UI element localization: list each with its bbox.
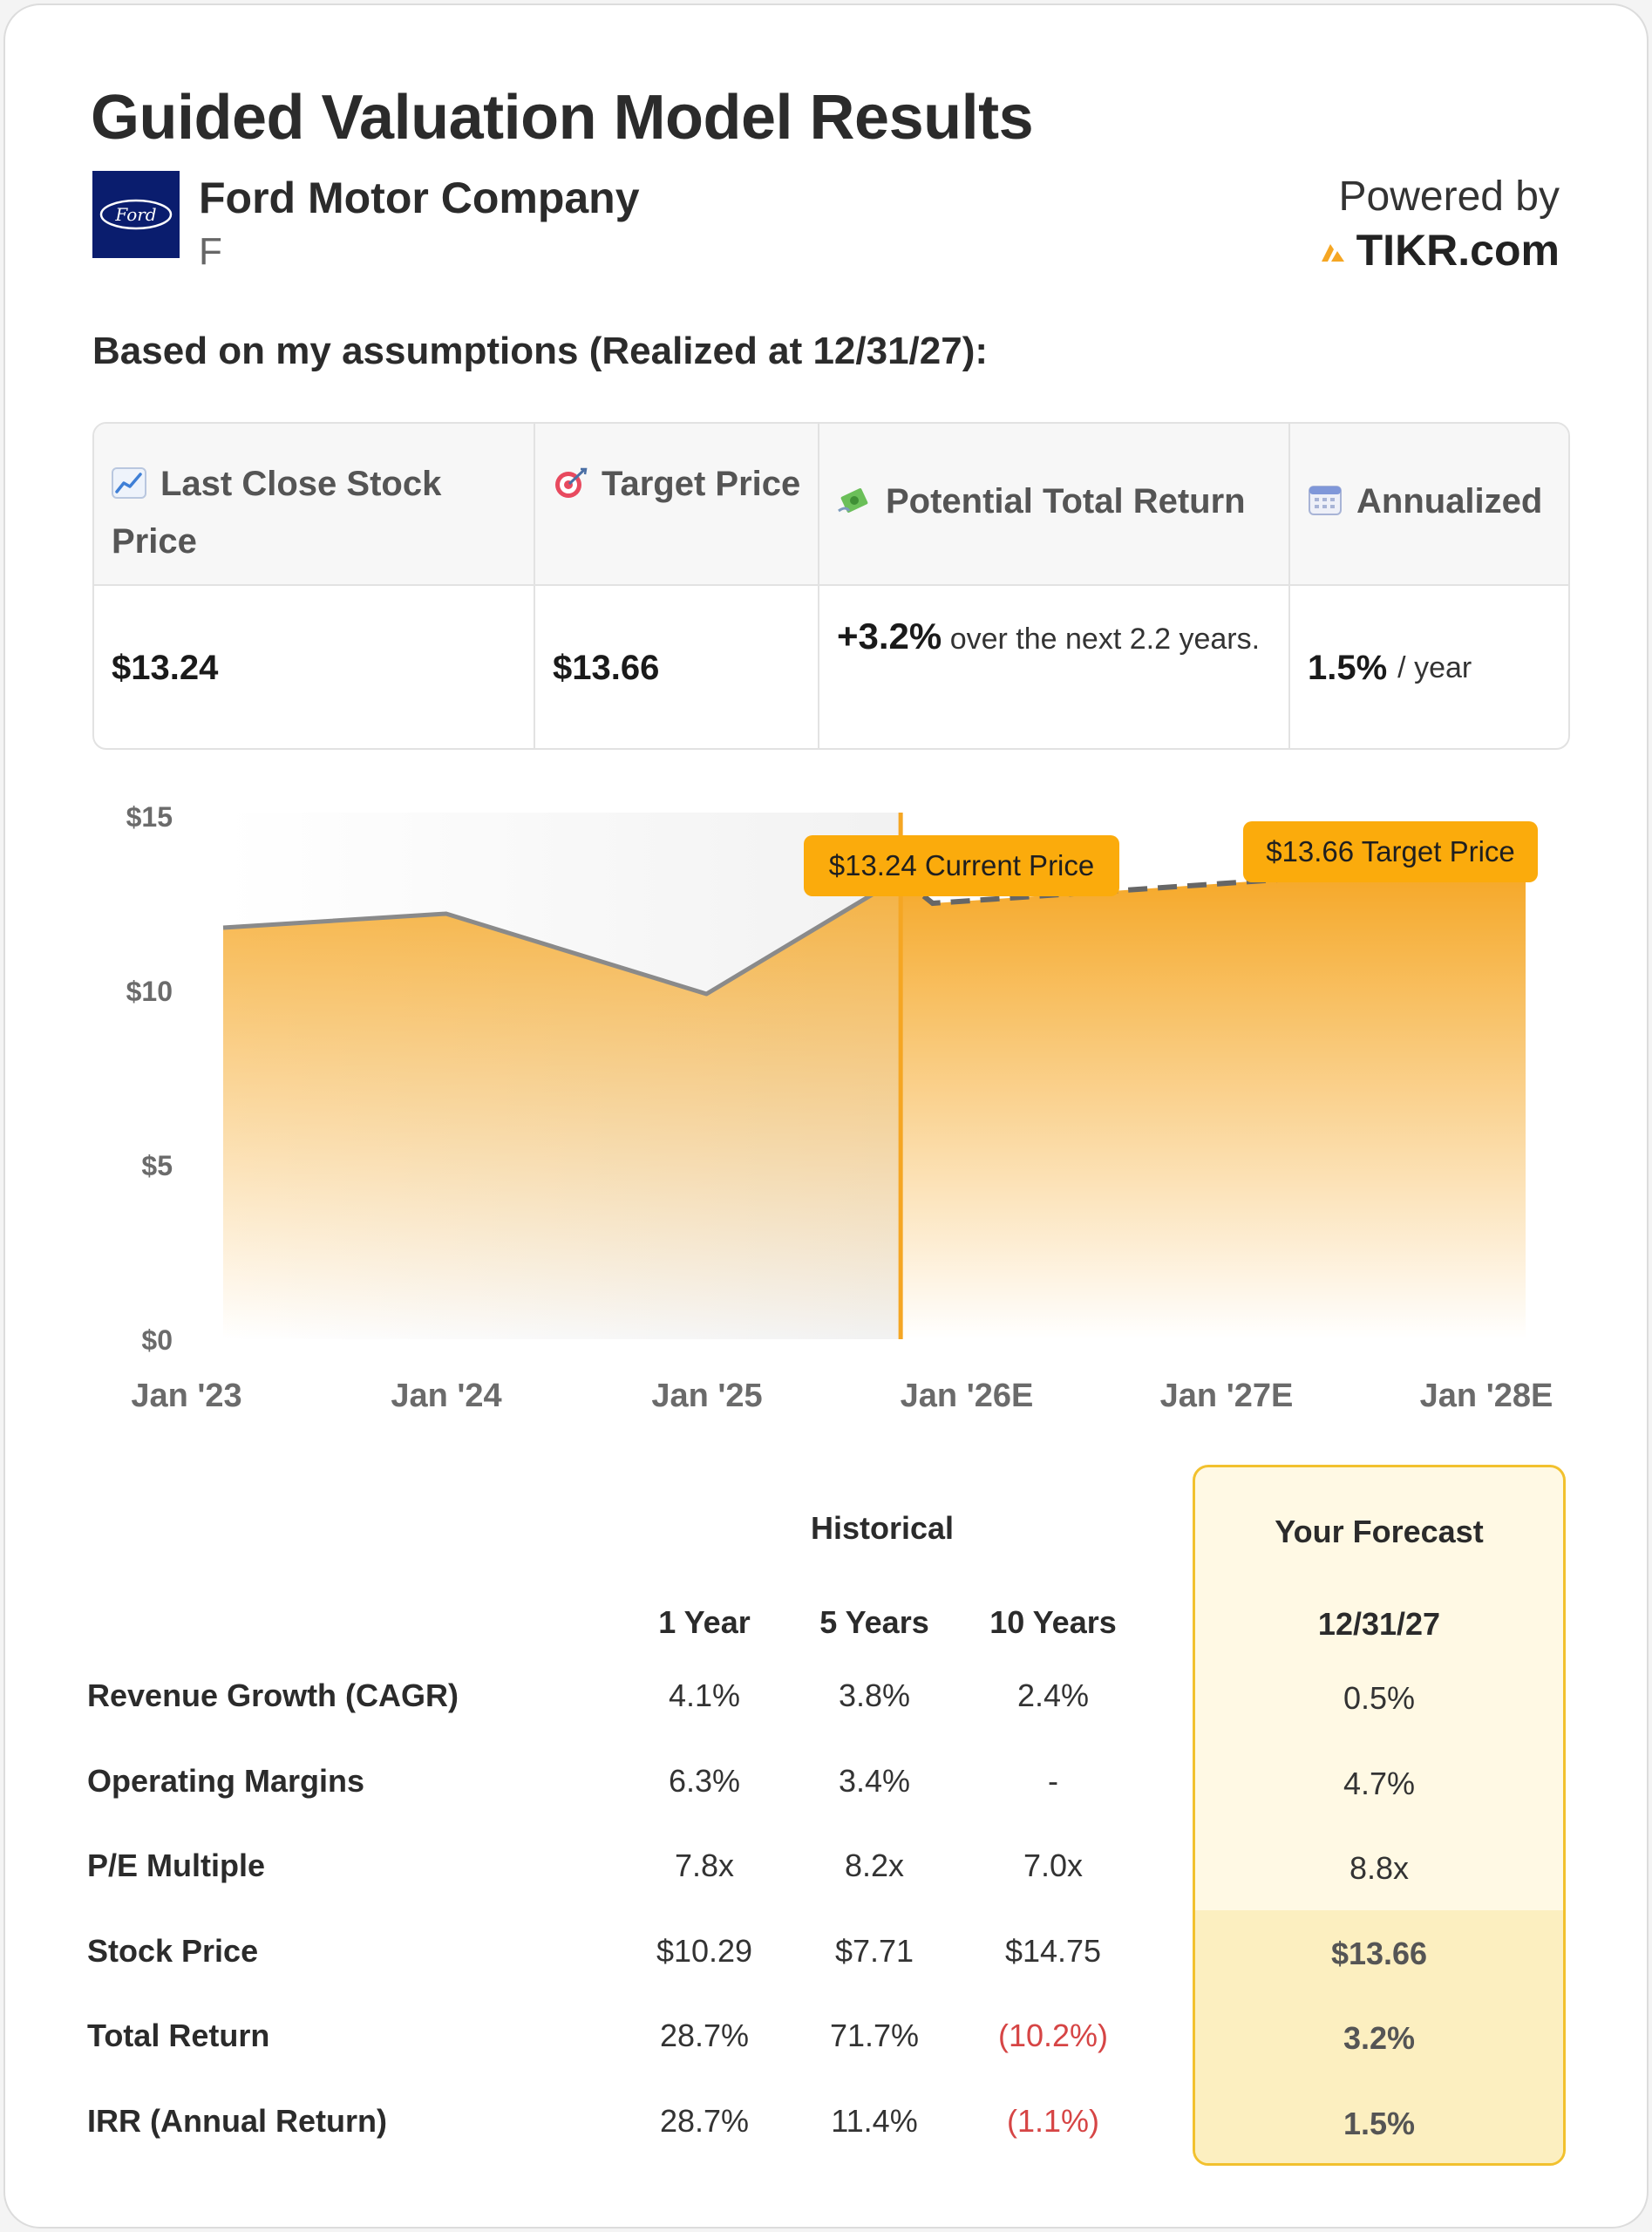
tikr-logo-icon [1318,237,1348,263]
target-price-label: $13.66 Target Price [1266,835,1515,868]
powered-by-label: Powered by [1339,173,1560,221]
svg-text:Ford: Ford [114,204,156,225]
tikr-link[interactable]: TIKR.com [1318,225,1560,276]
company-name: Ford Motor Company [199,173,640,223]
summary-col-annualized: Annualized 1.5% / year [1290,424,1570,748]
x-tick-label: Jan '28E [1420,1378,1553,1414]
calendar-icon [1308,485,1343,516]
forecast-area [901,863,1526,1339]
target-icon [553,467,588,499]
potential-label: Potential Total Return [886,482,1246,521]
y-tick-label: $15 [126,801,173,833]
potential-suffix: over the next 2.2 years. [950,623,1260,656]
summary-table: Last Close Stock Price $13.24 Target Pri… [92,422,1570,750]
potential-value-text: +3.2% over the next 2.2 years. [837,607,1276,669]
company-ticker: F [199,230,222,274]
target-label: Target Price [602,465,800,503]
y-tick-label: $10 [126,976,173,1007]
y-tick-label: $0 [141,1324,173,1356]
annualized-label: Annualized [1356,482,1542,521]
ford-logo: Ford [92,171,180,258]
annualized-suffix: / year [1397,651,1472,685]
x-tick-label: Jan '24 [391,1378,501,1414]
x-tick-label: Jan '25 [651,1378,762,1414]
potential-value: +3.2% [837,616,942,657]
x-tick-label: Jan '23 [131,1378,241,1414]
assumptions-subtitle: Based on my assumptions (Realized at 12/… [92,330,988,373]
page-title: Guided Valuation Model Results [91,82,1033,153]
x-tick-label: Jan '27E [1160,1378,1294,1414]
annualized-value-row: 1.5% / year [1308,586,1472,750]
chart-increasing-icon [112,467,146,499]
summary-col-potential: Potential Total Return +3.2% over the ne… [819,424,1290,748]
last-close-value: $13.24 [112,586,218,750]
tikr-brand: TIKR.com [1356,225,1560,276]
price-chart: $0 $5 $10 $15 Jan '23 Jan '24 Jan '25 Jan '26E J… [0,767,1652,1447]
last-close-label: Last Close Stock Price [112,465,441,561]
summary-col-target: Target Price $13.66 [535,424,819,748]
x-tick-label: Jan '26E [901,1378,1034,1414]
y-tick-label: $5 [141,1150,173,1181]
current-price-label: $13.24 Current Price [829,849,1095,881]
money-wings-icon [837,485,872,516]
target-value: $13.66 [553,586,659,750]
annualized-value: 1.5% [1308,649,1387,688]
summary-col-last-close: Last Close Stock Price $13.24 [94,424,535,748]
